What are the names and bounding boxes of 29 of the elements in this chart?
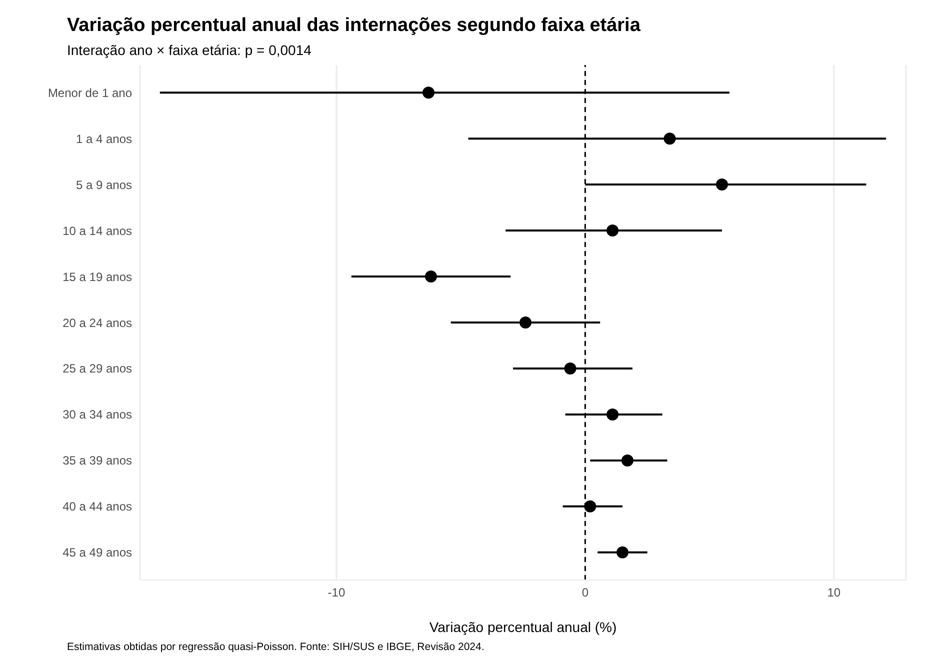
x-tick-label: 10 (827, 586, 841, 600)
chart-subtitle: Interação ano × faixa etária: p = 0,0014 (67, 42, 312, 58)
chart-title: Variação percentual anual das internações segundo faixa etária (67, 15, 640, 37)
point (564, 362, 576, 374)
point (422, 86, 434, 99)
y-tick-label: 30 a 34 anos (62, 408, 132, 422)
y-tick-label: 10 a 14 anos (62, 224, 132, 238)
y-tick-label: 15 a 19 anos (62, 270, 132, 284)
y-tick-label: 40 a 44 anos (62, 500, 132, 514)
y-tick-label: 35 a 39 anos (62, 454, 132, 468)
point (519, 316, 532, 328)
point (716, 178, 728, 191)
y-tick-label: 45 a 49 anos (62, 546, 132, 560)
text: Estimativas obtidas por regressão quasi-Poisson. Fonte: SIH/SUS e IBGE, Revisão 2024. (67, 641, 484, 653)
point (584, 500, 596, 512)
x-tick-label: -10 (328, 586, 346, 600)
y-tick-label: Menor de 1 ano (48, 86, 132, 100)
point (606, 408, 619, 420)
x-tick-label: 0 (582, 586, 589, 600)
x-axis-title: Variação percentual anual (%) (429, 619, 617, 635)
y-tick-label: 25 a 29 anos (62, 362, 132, 376)
point (621, 454, 634, 466)
y-tick-label: 1 a 4 anos (76, 132, 132, 146)
y-tick-label: 5 a 9 anos (76, 178, 132, 192)
point (664, 132, 676, 145)
point (424, 270, 437, 283)
point (606, 224, 619, 237)
y-tick-label: 20 a 24 anos (62, 316, 132, 330)
point (616, 546, 628, 558)
